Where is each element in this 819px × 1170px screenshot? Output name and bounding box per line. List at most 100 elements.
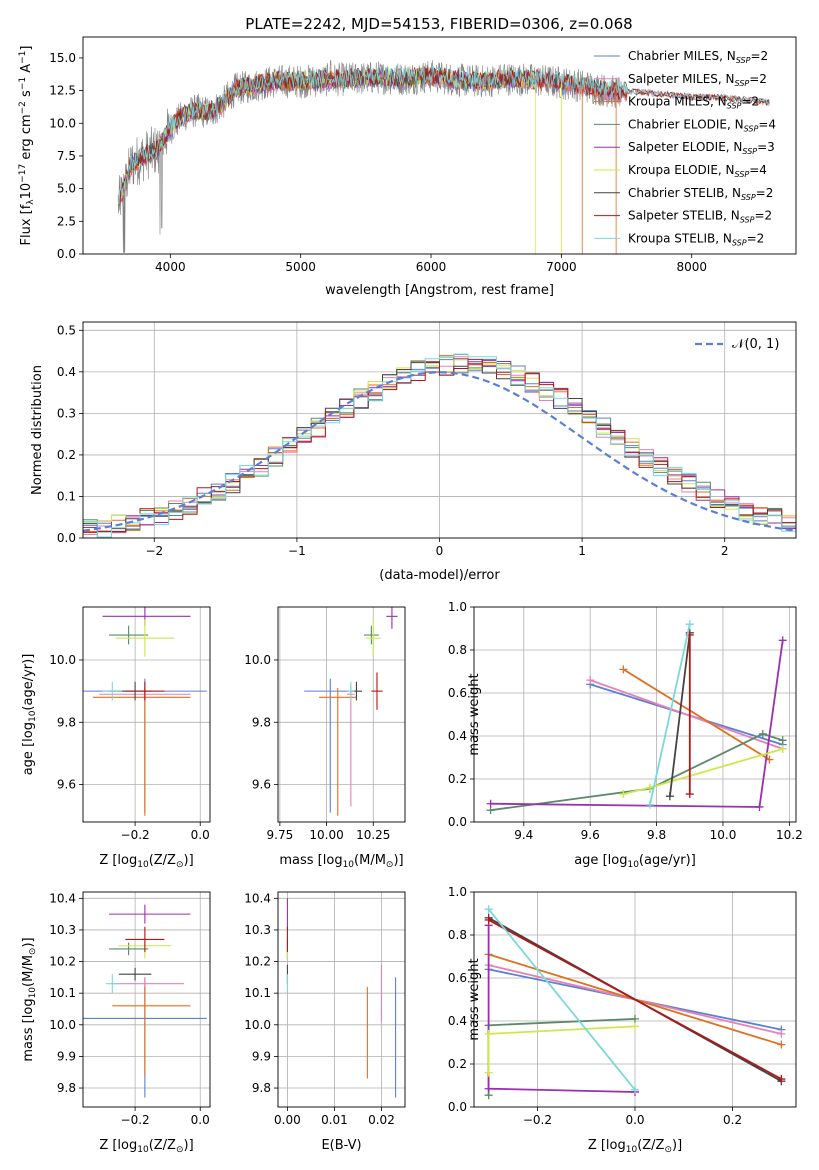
plot-area-weight-vs-Z — [474, 892, 796, 1107]
x-axis-label-part: (Z/Z — [637, 1138, 664, 1153]
y-axis-label: Flux [fλ10−17 erg cm−2 s−1 A−1] — [18, 46, 36, 246]
y-tick-label: 9.8 — [57, 1081, 76, 1095]
weight-point-marker — [777, 1029, 786, 1038]
y-tick-label: 2.5 — [57, 214, 76, 228]
x-axis-label-part: ⊙ — [386, 860, 394, 870]
plot-area-age-vs-mass — [278, 607, 405, 822]
weight-point-marker — [665, 792, 674, 801]
x-tick-label: 1 — [578, 544, 586, 558]
y-tick-label: 0.5 — [57, 323, 76, 337]
legend-entry-sub: SSP — [727, 102, 742, 111]
y-tick-label: 10.3 — [49, 923, 76, 937]
errorbar-point — [125, 681, 165, 701]
x-tick-label: 0.0 — [191, 1113, 210, 1127]
y-axis-label: mass weight — [467, 958, 482, 1040]
weight-point-marker — [645, 783, 654, 792]
legend-entry-sub: SSP — [735, 170, 750, 179]
axes-frame — [277, 606, 406, 823]
x-axis-label-part: (M/M — [354, 853, 386, 868]
legend-entry-label: Kroupa ELODIE, NSSP=4 — [628, 163, 767, 179]
x-axis-label-part: (age/yr)] — [639, 853, 696, 868]
y-axis-label: mass weight — [467, 673, 482, 755]
x-tick-label: 10.00 — [309, 828, 343, 842]
x-tick-label: 10.0 — [710, 828, 737, 842]
weight-point-marker — [484, 1068, 493, 1077]
legend-entry-label: Kroupa MILES, NSSP=2 — [628, 95, 759, 111]
legend-entry-label: Salpeter MILES, NSSP=2 — [628, 72, 767, 88]
legend-entry-label: Salpeter STELIB, NSSP=2 — [628, 209, 772, 225]
weight-point-marker — [777, 1040, 786, 1049]
y-axis-label-part: −2 — [18, 101, 28, 114]
y-axis-label-part: A — [19, 64, 34, 77]
panel-weight-vs-Z: −0.2 0.0 0.2 0.0 0.2 0.4 0.6 0.8 1.0 Z [log10(Z/Z… — [448, 885, 797, 1155]
weight-series-line — [487, 908, 636, 1091]
legend-entry-end: =2 — [756, 186, 774, 200]
x-axis-label-part: )] — [184, 853, 194, 868]
y-tick-label: 0.4 — [448, 1014, 467, 1028]
y-tick-label: 0.6 — [448, 686, 467, 700]
plot-area-spectrum — [117, 60, 770, 254]
x-tick-label: 5000 — [285, 260, 316, 274]
axes-frame — [82, 891, 211, 1108]
errorbar-point — [102, 607, 191, 626]
panel-mass-vs-Z: −0.2 0.09.89.910.010.110.210.310.4Z [log1… — [21, 891, 211, 1155]
x-axis-label: wavelength [Angstrom, rest frame] — [325, 283, 554, 298]
y-axis-label-part: 10 — [28, 710, 38, 722]
weight-series-line — [649, 624, 691, 805]
y-tick-label: 0.4 — [57, 365, 76, 379]
y-tick-label: 1.0 — [448, 600, 467, 614]
x-tick-label: 9.6 — [581, 828, 600, 842]
legend-entry-text: Chabrier STELIB, N — [628, 186, 741, 200]
x-axis-label: E(B-V) — [321, 1138, 361, 1153]
legend-entry-text: Kroupa STELIB, N — [628, 231, 732, 245]
gaussian-curve — [83, 371, 796, 532]
y-tick-label: 7.5 — [57, 149, 76, 163]
x-tick-label: 9.8 — [647, 828, 666, 842]
legend-entry-text: Salpeter ELODIE, N — [628, 140, 742, 154]
errorbar-point — [304, 678, 357, 813]
errorbar-point — [365, 619, 381, 657]
panel-mass-vs-EBV: 0.00 0.01 0.02 9.8 9.9 10.0 10.1 10.2 10.3 10.4 E(… — [244, 891, 406, 1153]
axes-frame — [82, 321, 797, 539]
axes-frame — [473, 606, 797, 823]
errorbar-point — [115, 619, 175, 657]
x-axis-label-part: 10 — [137, 860, 149, 870]
legend-entry-end: =4 — [749, 163, 767, 177]
y-tick-label: 10.2 — [49, 955, 76, 969]
y-tick-label: 0.0 — [448, 1100, 467, 1114]
y-tick-label: 9.6 — [252, 778, 271, 792]
y-axis-label-part: −17 — [18, 164, 28, 183]
weight-point-marker — [484, 915, 493, 924]
y-tick-label: 10.1 — [49, 986, 76, 1000]
y-tick-label: 9.8 — [252, 1081, 271, 1095]
errorbar-point — [319, 688, 357, 816]
legend-entry-sub: SSP — [736, 56, 751, 65]
legend-entry-sub: SSP — [740, 216, 755, 225]
y-axis-label: mass [log10(M/M⊙)] — [21, 937, 38, 1061]
plot-area-mass-vs-EBV — [278, 892, 405, 1107]
x-tick-label: 9.4 — [514, 828, 533, 842]
weight-point-marker — [778, 744, 787, 753]
axes-frame — [473, 891, 797, 1108]
errorbar-point — [109, 625, 149, 645]
legend-entry-end: =2 — [749, 72, 767, 86]
weight-point-marker — [755, 802, 764, 811]
y-tick-label: 10.4 — [244, 891, 271, 905]
y-axis-label-part: −1 — [18, 77, 28, 90]
weight-point-marker — [631, 1085, 639, 1094]
weight-series-line — [490, 640, 784, 808]
x-tick-label: 0.00 — [274, 1113, 301, 1127]
weight-point-marker — [778, 736, 787, 745]
y-tick-label: 9.9 — [252, 1049, 271, 1063]
errorbar-point — [347, 684, 355, 807]
weight-point-marker — [631, 1022, 639, 1031]
y-tick-label: 10.0 — [244, 1018, 271, 1032]
x-tick-label: 0.0 — [625, 1113, 644, 1127]
y-tick-label: 12.5 — [49, 84, 76, 98]
errorbar-point — [105, 974, 119, 994]
errorbar-point — [371, 672, 383, 710]
weight-series-line — [589, 679, 784, 750]
errorbar-point — [92, 688, 191, 816]
